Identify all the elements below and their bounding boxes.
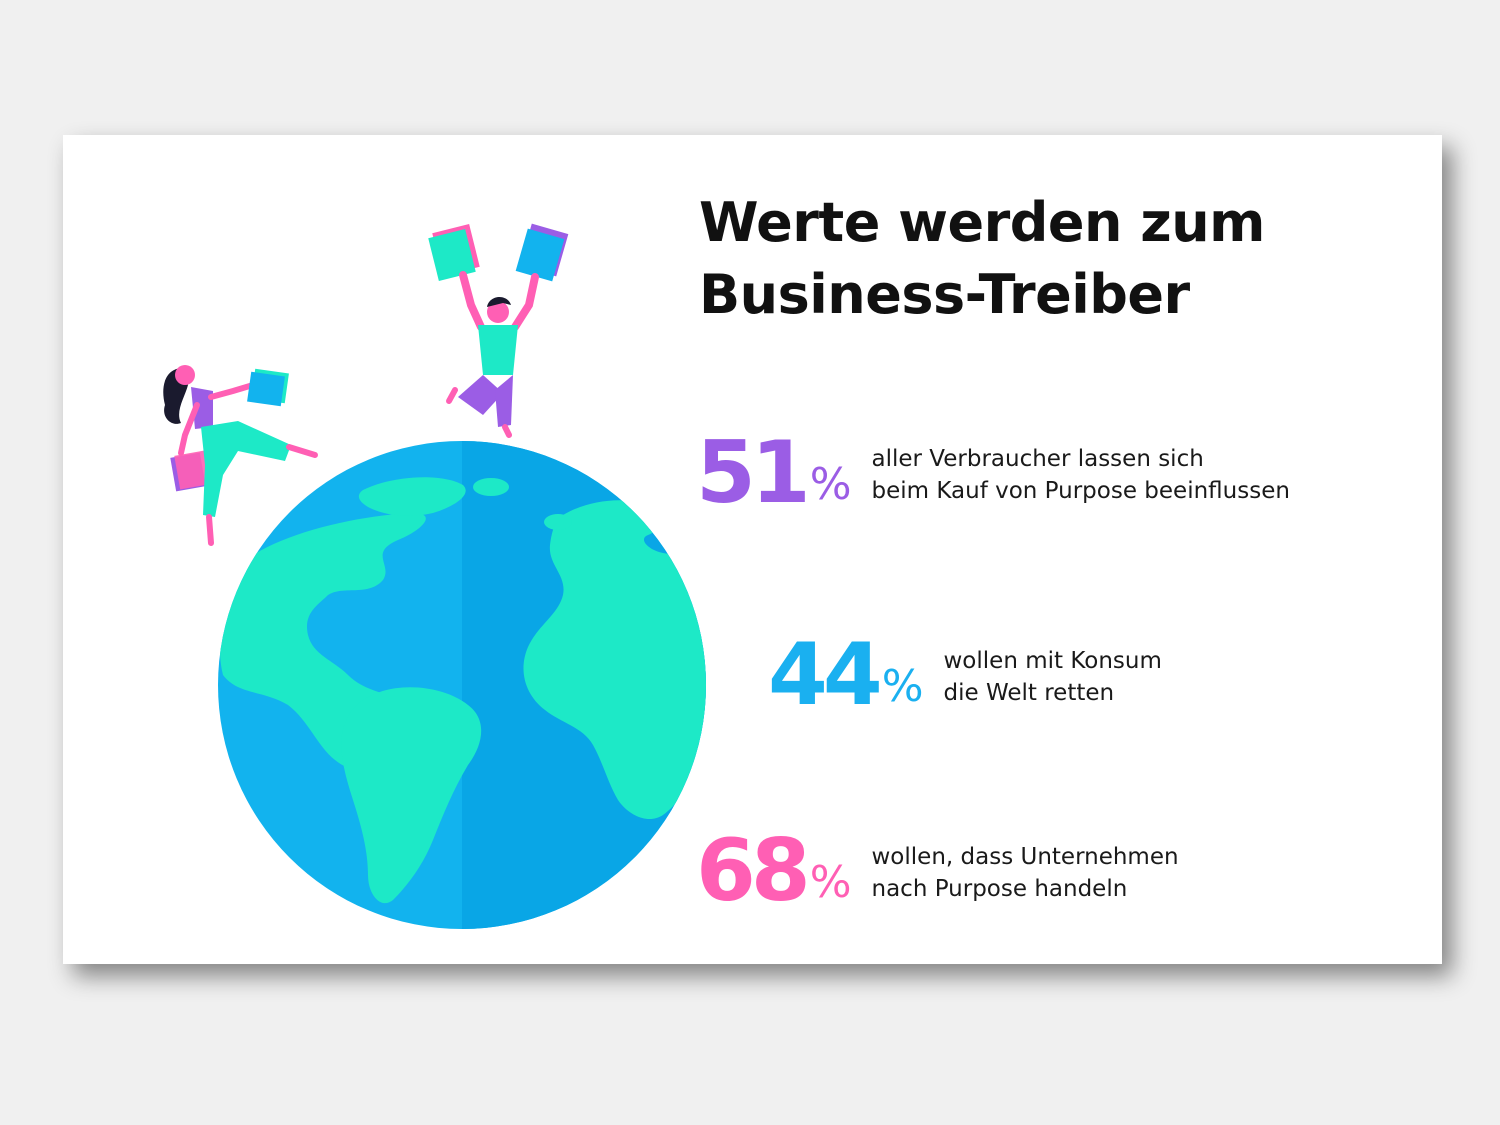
stat-description-line-1: wollen, dass Unternehmen — [871, 844, 1179, 870]
stat-unit: % — [809, 857, 852, 908]
stat-68: 68 % wollen, dass Unternehmen nach Purpo… — [696, 821, 1179, 921]
page-title: Werte werden zum Business-Treiber — [699, 187, 1399, 331]
title-line-1: Werte werden zum — [699, 191, 1265, 254]
stat-description-line-2: beim Kauf von Purpose beeinflussen — [871, 478, 1290, 504]
stat-51: 51 % aller Verbraucher lassen sich beim … — [696, 423, 1290, 523]
stat-unit: % — [809, 459, 852, 510]
slide-card: Werte werden zum Business-Treiber 51 % a… — [63, 135, 1442, 964]
stat-value: 44 — [768, 625, 883, 725]
illustration — [163, 223, 706, 929]
shopping-woman-figure — [163, 365, 318, 546]
globe-icon — [218, 441, 706, 929]
title-line-2: Business-Treiber — [699, 263, 1190, 326]
jumping-man-figure — [428, 223, 569, 438]
stat-description: wollen mit Konsum die Welt retten — [944, 645, 1162, 709]
stat-unit: % — [881, 661, 924, 712]
stat-description: wollen, dass Unternehmen nach Purpose ha… — [872, 841, 1179, 905]
stat-value: 68 — [696, 821, 811, 921]
stat-44: 44 % wollen mit Konsum die Welt retten — [768, 625, 1162, 725]
stat-description-line-1: aller Verbraucher lassen sich — [871, 446, 1204, 472]
stat-description: aller Verbraucher lassen sich beim Kauf … — [872, 443, 1290, 507]
stat-value: 51 — [696, 423, 811, 523]
stat-description-line-1: wollen mit Konsum — [943, 648, 1162, 674]
stat-description-line-2: die Welt retten — [943, 680, 1115, 706]
stat-description-line-2: nach Purpose handeln — [871, 876, 1128, 902]
